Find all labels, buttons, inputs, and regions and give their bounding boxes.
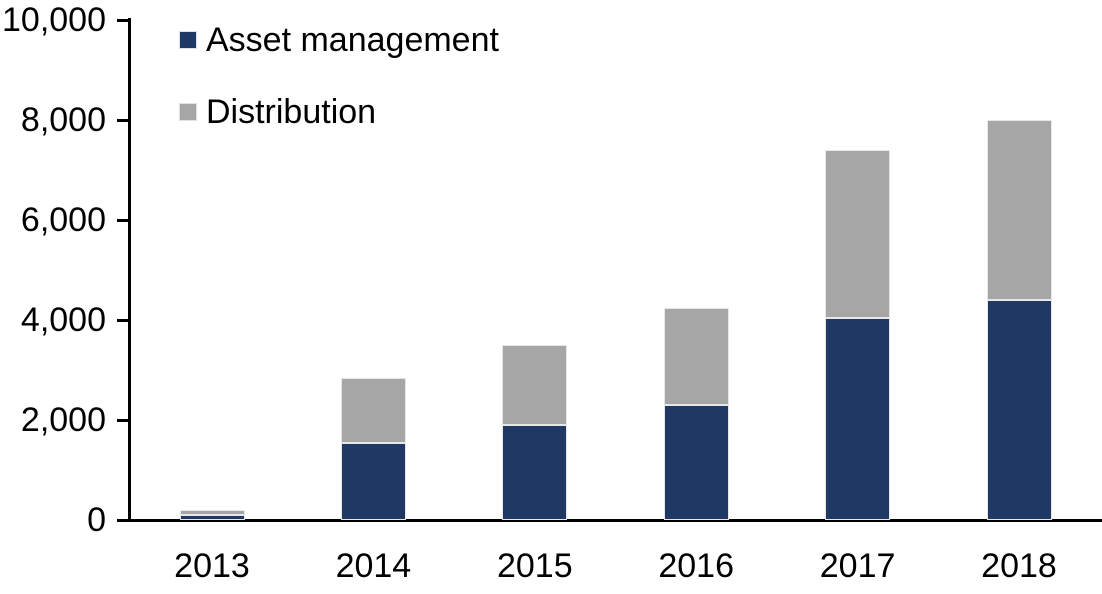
bar-segment [986,300,1052,520]
x-axis [117,519,1102,522]
bar-segment [825,317,891,520]
bar-segment [340,442,406,520]
legend-swatch-distribution [179,103,197,121]
y-axis [128,18,131,522]
bar-segment [179,515,245,520]
x-tick-label: 2018 [981,547,1057,585]
y-tick-mark [117,118,130,122]
x-tick-label: 2016 [658,547,734,585]
x-tick-label: 2014 [335,547,412,585]
legend-item-distribution: Distribution [179,94,499,130]
bar-segment [663,307,729,405]
y-tick-mark [117,218,130,222]
bar-segment [502,345,568,425]
x-tick-label: 2015 [496,547,573,585]
y-tick-label: 2,000 [20,401,106,439]
legend-swatch-asset-management [179,31,197,49]
bar-segment [825,150,891,318]
bar-segment [340,377,406,443]
y-tick-label: 0 [87,501,106,539]
legend-item-asset-management: Asset management [179,22,499,58]
bar-segment [179,510,245,515]
x-tick-label: 2017 [819,547,896,585]
bar-segment [502,425,568,520]
y-tick-label: 4,000 [20,301,106,339]
y-tick-mark [117,518,130,522]
y-tick-label: 8,000 [20,101,106,139]
legend: Asset management Distribution [179,22,499,130]
legend-label-distribution: Distribution [206,93,377,131]
y-tick-mark [117,418,130,422]
bar-segment [663,405,729,520]
bar-segment [986,120,1052,300]
y-tick-label: 10,000 [2,1,106,39]
legend-label-asset-management: Asset management [206,21,499,59]
y-tick-label: 6,000 [20,201,106,239]
y-tick-mark [117,18,130,22]
x-tick-label: 2013 [174,547,250,585]
y-tick-mark [117,318,130,322]
